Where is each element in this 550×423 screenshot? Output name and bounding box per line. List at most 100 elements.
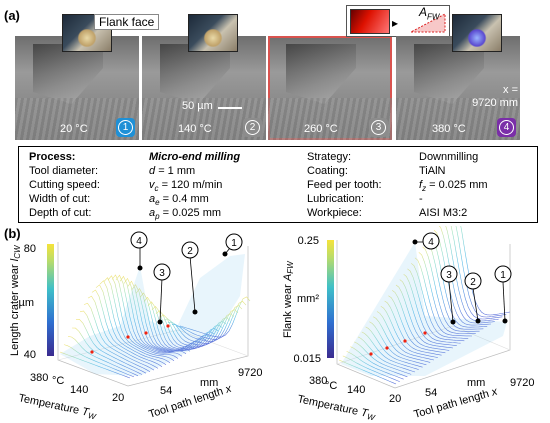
micrograph-temp: 380 °C [432, 123, 466, 135]
mesh-line [433, 229, 492, 326]
mesh-line [171, 305, 243, 342]
zunit: µm [18, 297, 34, 309]
badge-number: 1 [118, 120, 133, 135]
mesh-line [418, 252, 476, 334]
badge-number: 3 [371, 120, 386, 135]
lubrication-label: Lubrication: [307, 193, 364, 205]
mesh-line [354, 341, 412, 375]
mesh-line [123, 277, 195, 353]
micrograph-380c: 380 °C 4 [396, 36, 520, 140]
mesh-line [350, 346, 408, 378]
axis-floor [336, 325, 454, 365]
arrow-right-icon: ▸ [392, 16, 399, 30]
workpiece-label: Workpiece: [307, 207, 362, 219]
marker-3-point [157, 319, 163, 325]
red-point [90, 350, 94, 354]
feed-label: Feed per tooth: [307, 179, 382, 191]
mesh-line [107, 275, 179, 359]
badge-number: 4 [499, 120, 514, 135]
colorbar [47, 244, 54, 356]
marker-2-label: 2 [470, 277, 476, 288]
mesh-line [422, 246, 480, 332]
width-of-cut-value: ae = 0.4 mm [149, 193, 209, 208]
afw-label: AFW [419, 5, 440, 22]
mesh-line [388, 295, 446, 354]
mesh-line [438, 226, 495, 324]
flank-wear-surface-chart: 0.25 mm² 0.015 Flank wear AFW 4 3 2 1 38… [282, 226, 534, 423]
tool-diameter-label: Tool diameter: [29, 165, 99, 177]
tool-path-annotation: x = 9720 mm [462, 84, 518, 110]
cutting-speed-sub: c [154, 184, 159, 194]
feed-sub: z [422, 184, 427, 194]
mesh-line [127, 280, 199, 352]
width-of-cut-sub: e [155, 198, 160, 208]
marker-2-badge [181, 241, 199, 259]
scale-bar [218, 107, 242, 109]
mesh-line [361, 331, 419, 370]
strategy-label: Strategy: [307, 151, 352, 163]
coating-value: TiAlN [419, 165, 446, 177]
mesh-line [83, 302, 155, 371]
workpiece-value: AISI M3:2 [419, 207, 468, 219]
red-point [385, 346, 389, 350]
mesh-line [450, 226, 503, 320]
mesh-line [87, 295, 159, 369]
marker-1: 1 [222, 233, 243, 257]
ylabel: Temperature TW [296, 393, 378, 422]
mesh-line [111, 274, 183, 357]
mesh-line [395, 284, 454, 349]
ytick-20: 20 [389, 393, 401, 405]
afw-schematic: ▸ AFW [346, 5, 450, 37]
mesh-line [407, 268, 465, 342]
red-point [166, 324, 170, 328]
marker-3: 3 [440, 265, 458, 325]
marker-2-point [475, 318, 481, 324]
surface-fill [341, 242, 507, 376]
mesh-line [143, 296, 215, 351]
colorbar [327, 240, 334, 358]
mesh-line [414, 257, 473, 337]
mesh-line [346, 351, 404, 380]
mesh-line [151, 306, 223, 350]
mesh-line [131, 284, 203, 352]
marker-4-badge [422, 232, 440, 250]
process-value: Micro-end milling [149, 151, 241, 163]
scale-bar-label: 50 µm [182, 100, 213, 112]
marker-3-badge [440, 265, 458, 283]
panel-a-label: (a) [4, 8, 20, 23]
marker-2: 2 [181, 241, 199, 315]
micrograph-badge: 2 [243, 118, 262, 137]
marker-1-label: 1 [231, 238, 237, 249]
marker-2-leader [472, 287, 479, 322]
red-point [369, 352, 373, 356]
micrograph-badge: 1 [116, 118, 135, 137]
micrograph-temp: 20 °C [60, 123, 88, 135]
micrograph-260c: 260 °C 3 [268, 36, 392, 140]
ytick-380: 380 [309, 375, 327, 387]
marker-1-badge [225, 233, 243, 251]
micrograph-140c: 140 °C 2 [142, 36, 266, 140]
mesh-line [139, 292, 211, 352]
mesh-line [163, 313, 235, 346]
marker-3-label: 3 [159, 268, 165, 279]
ztick-80: 80 [24, 243, 36, 255]
zunit: mm² [297, 293, 319, 305]
red-point [144, 331, 148, 335]
depth-of-cut-sub: p [155, 212, 160, 222]
xtick-54: 54 [425, 387, 437, 399]
ztick-0.015: 0.015 [293, 353, 321, 365]
mesh-line [63, 344, 135, 378]
red-point [423, 331, 427, 335]
mesh-line [445, 226, 499, 322]
mesh-line [429, 235, 488, 328]
micrograph-temp: 260 °C [304, 123, 338, 135]
mesh-line [167, 309, 239, 344]
ytick-140: 140 [70, 384, 88, 396]
mesh-line [460, 226, 511, 316]
mesh-line [392, 290, 450, 351]
marker-4-point [412, 239, 418, 245]
marker-2-leader [189, 255, 196, 313]
process-parameters-box: Process: Micro-end milling Tool diameter… [18, 146, 538, 223]
axis-floor-2 [177, 329, 249, 357]
surface-fill [60, 254, 245, 376]
